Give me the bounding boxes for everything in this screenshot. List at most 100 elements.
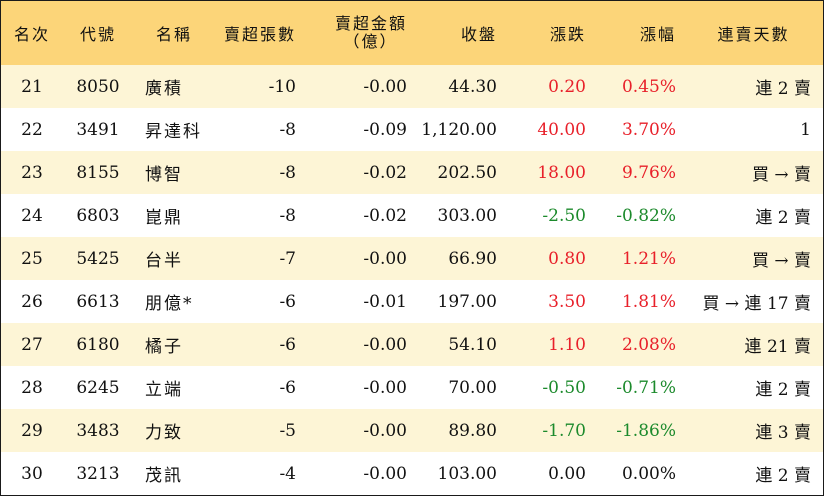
sell-amount-cell: -0.00 (363, 463, 407, 484)
header-change: 漲跌 (549, 25, 586, 44)
table-body: 21 8050 廣積 -10 -0.00 44.30 0.20 0.45% 連 2 賣 22 349… (1, 65, 823, 495)
stock-name-cell: 台半 (145, 251, 183, 271)
table-row: 30 3213 茂訊 -4 -0.00 103.00 0.00 0.00% 連 2 賣 (1, 452, 823, 495)
sell-streak-cell: 1 (800, 119, 811, 140)
rank-cell: 29 (21, 420, 43, 441)
sell-shares-cell: -8 (279, 162, 296, 183)
table-row: 28 6245 立端 -6 -0.00 70.00 -0.50 -0.71% 連 2 賣 (1, 366, 823, 409)
close-price-cell: 303.00 (437, 205, 497, 226)
change-pct-cell: -0.71% (616, 377, 676, 398)
sell-shares-cell: -6 (279, 377, 296, 398)
table-row: 27 6180 橘子 -6 -0.00 54.10 1.10 2.08% 連 21 賣 (1, 323, 823, 366)
change-pct-cell: -0.82% (616, 205, 676, 226)
sell-shares-cell: -7 (279, 248, 296, 269)
sell-amount-cell: -0.00 (363, 420, 407, 441)
stock-code-cell: 3213 (76, 463, 120, 484)
header-sell-amount: 賣超金額 （億） (304, 1, 415, 65)
change-pct-cell: 1.81% (621, 291, 676, 312)
close-price-cell: 66.90 (448, 248, 497, 269)
header-sell-shares: 賣超張數 (223, 25, 296, 44)
sell-streak-cell: 連 2 賣 (755, 380, 811, 400)
price-change-cell: -1.70 (542, 420, 586, 441)
sell-streak-cell: 連 2 賣 (755, 79, 811, 99)
rank-cell: 25 (21, 248, 43, 269)
sell-shares-cell: -6 (279, 334, 296, 355)
header-name: 名稱 (155, 25, 192, 44)
stock-name-cell: 廣積 (145, 79, 183, 99)
stock-code-cell: 3491 (76, 119, 120, 140)
stock-code-cell: 6803 (76, 205, 120, 226)
close-price-cell: 89.80 (448, 420, 497, 441)
table-row: 22 3491 昇達科 -8 -0.09 1,120.00 40.00 3.70% 1 (1, 108, 823, 151)
table-row: 21 8050 廣積 -10 -0.00 44.30 0.20 0.45% 連 2 賣 (1, 65, 823, 108)
sell-amount-cell: -0.00 (363, 76, 407, 97)
price-change-cell: 0.80 (548, 248, 586, 269)
stock-code-cell: 3483 (76, 420, 120, 441)
table-row: 26 6613 朋億* -6 -0.01 197.00 3.50 1.81% 買 → 連 17 … (1, 280, 823, 323)
sell-streak-cell: 買 → 賣 (751, 251, 811, 271)
rank-cell: 23 (21, 162, 43, 183)
close-price-cell: 202.50 (437, 162, 497, 183)
rank-cell: 21 (21, 76, 43, 97)
sell-shares-cell: -10 (268, 76, 296, 97)
stock-code-cell: 8155 (76, 162, 120, 183)
change-pct-cell: 0.00% (621, 463, 676, 484)
sell-amount-cell: -0.00 (363, 248, 407, 269)
sell-streak-cell: 連 21 賣 (744, 337, 811, 357)
stock-code-cell: 6613 (76, 291, 120, 312)
price-change-cell: -0.50 (542, 377, 586, 398)
sell-streak-cell: 買 → 連 17 賣 (702, 294, 812, 314)
sell-shares-cell: -4 (279, 463, 296, 484)
stock-code-cell: 6245 (76, 377, 120, 398)
change-pct-cell: 1.21% (621, 248, 676, 269)
sell-amount-cell: -0.02 (363, 162, 407, 183)
price-change-cell: -2.50 (542, 205, 586, 226)
change-pct-cell: 0.45% (621, 76, 676, 97)
change-pct-cell: 3.70% (621, 119, 676, 140)
header-sell-streak: 連賣天數 (717, 25, 790, 44)
price-change-cell: 3.50 (548, 291, 586, 312)
stock-name-cell: 力致 (145, 423, 183, 443)
stock-code-cell: 6180 (76, 334, 120, 355)
close-price-cell: 103.00 (437, 463, 497, 484)
price-change-cell: 0.00 (548, 463, 586, 484)
price-change-cell: 18.00 (537, 162, 586, 183)
close-price-cell: 44.30 (448, 76, 497, 97)
sell-streak-cell: 連 2 賣 (755, 466, 811, 486)
table-row: 23 8155 博智 -8 -0.02 202.50 18.00 9.76% 買 → 賣 (1, 151, 823, 194)
sell-amount-cell: -0.01 (363, 291, 407, 312)
change-pct-cell: -1.86% (616, 420, 676, 441)
sell-amount-cell: -0.00 (363, 377, 407, 398)
sell-streak-cell: 連 3 賣 (755, 423, 811, 443)
sell-amount-cell: -0.00 (363, 334, 407, 355)
price-change-cell: 40.00 (537, 119, 586, 140)
stock-code-cell: 5425 (76, 248, 120, 269)
change-pct-cell: 2.08% (621, 334, 676, 355)
stock-name-cell: 朋億* (145, 294, 194, 314)
sell-shares-cell: -5 (279, 420, 296, 441)
rank-cell: 28 (21, 377, 43, 398)
sell-shares-cell: -8 (279, 205, 296, 226)
sell-amount-cell: -0.02 (363, 205, 407, 226)
stock-name-cell: 橘子 (145, 337, 183, 357)
table-row: 24 6803 崑鼎 -8 -0.02 303.00 -2.50 -0.82% 連 2 賣 (1, 194, 823, 237)
sell-shares-cell: -8 (279, 119, 296, 140)
price-change-cell: 0.20 (548, 76, 586, 97)
close-price-cell: 70.00 (448, 377, 497, 398)
table-row: 25 5425 台半 -7 -0.00 66.90 0.80 1.21% 買 → 賣 (1, 237, 823, 280)
header-code: 代號 (79, 25, 116, 44)
header-change-pct: 漲幅 (639, 25, 676, 44)
close-price-cell: 54.10 (448, 334, 497, 355)
sell-streak-cell: 連 2 賣 (755, 208, 811, 228)
stock-name-cell: 博智 (145, 165, 183, 185)
stock-name-cell: 立端 (145, 380, 183, 400)
rank-cell: 22 (21, 119, 43, 140)
stock-name-cell: 崑鼎 (145, 208, 183, 228)
stock-name-cell: 昇達科 (145, 122, 202, 142)
close-price-cell: 197.00 (437, 291, 497, 312)
stock-code-cell: 8050 (76, 76, 120, 97)
header-rank: 名次 (13, 25, 50, 44)
sell-amount-cell: -0.09 (363, 119, 407, 140)
